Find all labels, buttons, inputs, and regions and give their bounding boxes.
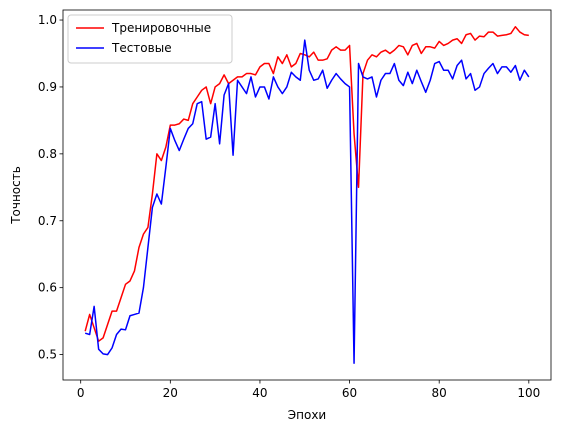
- y-tick-label: 0.7: [38, 214, 57, 228]
- y-tick-label: 0.5: [38, 348, 57, 362]
- x-tick-label: 40: [252, 386, 267, 400]
- y-tick-label: 1.0: [38, 13, 57, 27]
- x-tick-label: 60: [342, 386, 357, 400]
- plot-frame: [62, 9, 552, 381]
- x-tick-label: 80: [432, 386, 447, 400]
- x-tick-label: 20: [163, 386, 178, 400]
- legend-box: [67, 14, 233, 64]
- y-tick-label: 0.9: [38, 80, 57, 94]
- y-tick-label: 0.6: [38, 281, 57, 295]
- legend-label: Тренировочные: [111, 21, 211, 35]
- y-tick-label: 0.8: [38, 147, 57, 161]
- x-tick-label: 100: [517, 386, 540, 400]
- data-line: [84, 39, 530, 365]
- x-tick-label: 0: [77, 386, 85, 400]
- x-axis-label: Эпохи: [288, 408, 326, 422]
- y-axis-label: Точность: [9, 166, 23, 225]
- legend-label: Тестовые: [111, 41, 172, 55]
